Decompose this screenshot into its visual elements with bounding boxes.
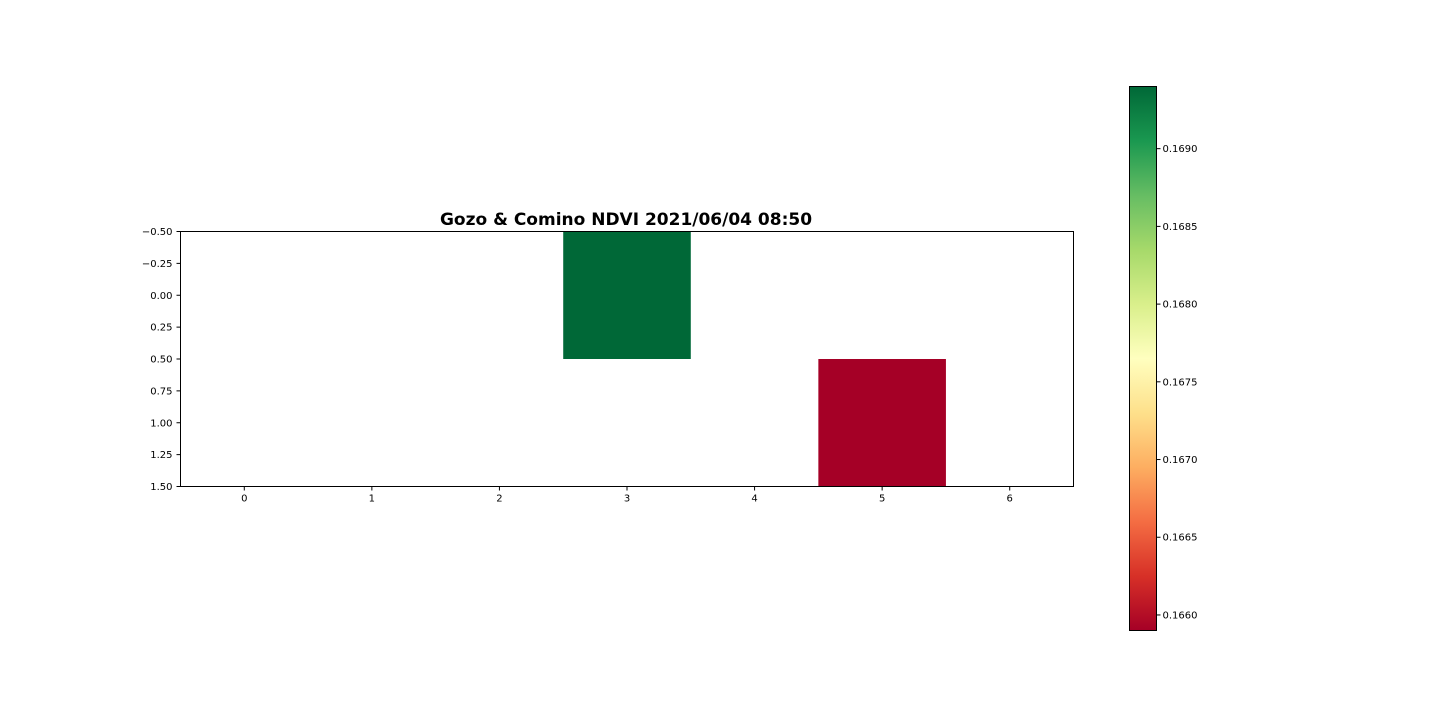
y-tick-label: 1.50 <box>150 482 172 493</box>
colorbar-tick-label: 0.1670 <box>1163 455 1198 466</box>
colorbar-tick-label: 0.1690 <box>1163 144 1198 155</box>
colorbar-tick-label: 0.1680 <box>1163 300 1198 311</box>
y-tick-label: 1.00 <box>150 418 172 429</box>
x-tick-label: 6 <box>1007 494 1013 505</box>
colorbar-tick-label: 0.1660 <box>1163 610 1198 621</box>
x-tick-label: 0 <box>241 494 247 505</box>
x-tick-label: 4 <box>751 494 757 505</box>
x-tick-label: 1 <box>369 494 375 505</box>
y-tick-label: 0.50 <box>150 355 172 366</box>
heatmap-cells <box>563 231 946 487</box>
y-tick-label: 0.25 <box>150 323 172 334</box>
colorbar-tick-label: 0.1665 <box>1163 533 1198 544</box>
x-axis: 0 1 2 3 4 5 6 <box>241 486 1013 505</box>
heatmap-cell <box>818 359 946 487</box>
y-tick-label: 1.25 <box>150 450 172 461</box>
x-tick-label: 5 <box>879 494 885 505</box>
x-tick-label: 2 <box>496 494 502 505</box>
chart-title: Gozo & Comino NDVI 2021/06/04 08:50 <box>440 210 812 230</box>
y-tick-label: 0.75 <box>150 386 172 397</box>
heatmap-cell <box>563 231 691 359</box>
colorbar <box>1129 86 1157 631</box>
colorbar-tick-label: 0.1685 <box>1163 222 1198 233</box>
x-tick-label: 3 <box>624 494 630 505</box>
y-axis: −0.50 −0.25 0.00 0.25 0.50 0.75 1.00 1.25 1.50 <box>142 227 181 493</box>
y-tick-label: −0.25 <box>142 259 173 270</box>
y-tick-label: 0.00 <box>150 291 172 302</box>
y-tick-label: −0.50 <box>142 227 173 238</box>
colorbar-tick-label: 0.1675 <box>1163 377 1198 388</box>
colorbar-axis: 0.1660 0.1665 0.1670 0.1675 0.1680 0.1685 0.16… <box>1156 144 1198 621</box>
